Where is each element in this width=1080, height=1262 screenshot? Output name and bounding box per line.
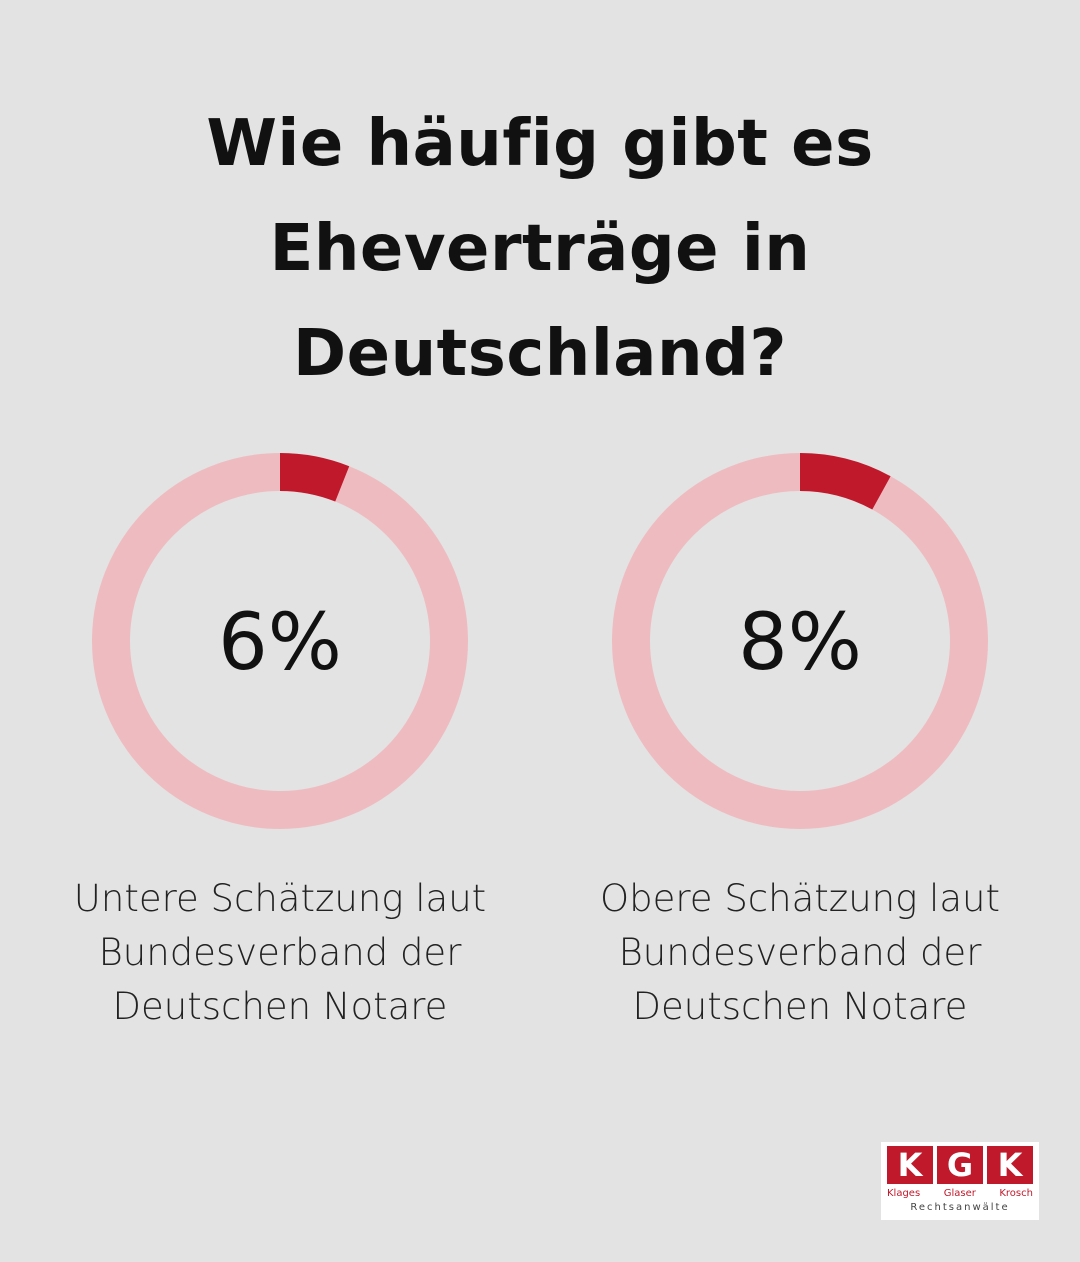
logo-letter-k2: K [987,1146,1033,1184]
donut-chart-lower-estimate: 6% [92,453,468,829]
donut-chart-upper-estimate: 8% [612,453,988,829]
page-title: Wie häufig gibt es Eheverträge in Deutsc… [206,107,874,391]
logo-name-klages: Klages [887,1188,921,1199]
logo-letter-g: G [937,1146,983,1184]
donut-center-label: 8% [738,598,862,688]
caption-lower-estimate: Untere Schätzung laut Bundesverband der … [73,877,487,1028]
logo-subtitle: Rechtsanwälte [910,1202,1010,1213]
logo-name-krosch: Krosch [999,1188,1033,1199]
caption-upper-estimate: Obere Schätzung laut Bundesverband der D… [600,877,1000,1028]
donut-value-slice [92,453,468,829]
logo-letter-k1: K [887,1146,933,1184]
donut-value-slice [612,453,988,829]
logo-letters: K G K [887,1146,1033,1184]
logo-name-glaser: Glaser [943,1188,976,1199]
logo-names: Klages Glaser Krosch [887,1188,1033,1200]
kgk-logo: K G K Klages Glaser Krosch Rechtsanwälte [881,1142,1039,1220]
donut-center-label: 6% [218,598,342,688]
